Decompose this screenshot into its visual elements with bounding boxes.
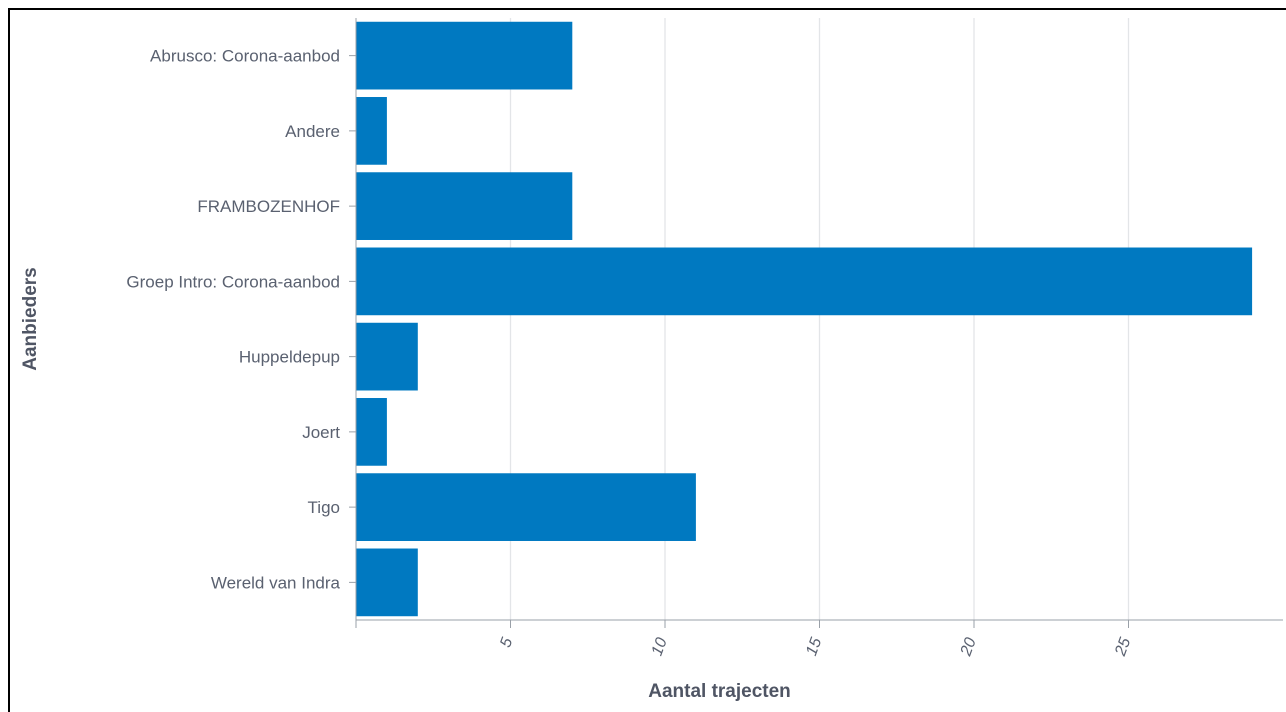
x-tick-label-4: 25 bbox=[1112, 635, 1134, 659]
bar-4 bbox=[356, 322, 418, 391]
y-tick-label-3: Groep Intro: Corona-aanbod bbox=[126, 272, 340, 291]
bar-7 bbox=[356, 548, 418, 617]
y-tick-label-0: Abrusco: Corona-aanbod bbox=[150, 47, 340, 66]
y-tick-label-5: Joert bbox=[302, 423, 340, 442]
bar-1 bbox=[356, 97, 387, 165]
chart-frame bbox=[8, 8, 1286, 712]
bar-2 bbox=[356, 172, 573, 240]
x-tick-label-3: 20 bbox=[957, 635, 979, 659]
y-tick-label-1: Andere bbox=[285, 122, 340, 141]
y-tick-label-4: Huppeldepup bbox=[239, 348, 340, 367]
y-tick-label-7: Wereld van Indra bbox=[211, 573, 341, 592]
x-tick-label-1: 10 bbox=[649, 635, 671, 658]
bar-3 bbox=[356, 247, 1253, 316]
bar-5 bbox=[356, 398, 387, 466]
x-tick-label-0: 5 bbox=[497, 635, 516, 649]
bars bbox=[356, 21, 1253, 617]
x-axis-title: Aantal trajecten bbox=[648, 681, 791, 702]
y-tick-label-2: FRAMBOZENHOF bbox=[197, 197, 340, 216]
y-axis-title: Aanbieders bbox=[20, 267, 41, 370]
x-tick-label-2: 15 bbox=[803, 635, 825, 658]
y-tick-label-6: Tigo bbox=[308, 498, 340, 517]
bar-0 bbox=[356, 21, 573, 90]
bar-6 bbox=[356, 473, 696, 541]
x-axis: 5 10 15 20 25 bbox=[355, 619, 1283, 659]
y-axis: Abrusco: Corona-aanbod Andere FRAMBOZENHOF… bbox=[126, 18, 357, 620]
